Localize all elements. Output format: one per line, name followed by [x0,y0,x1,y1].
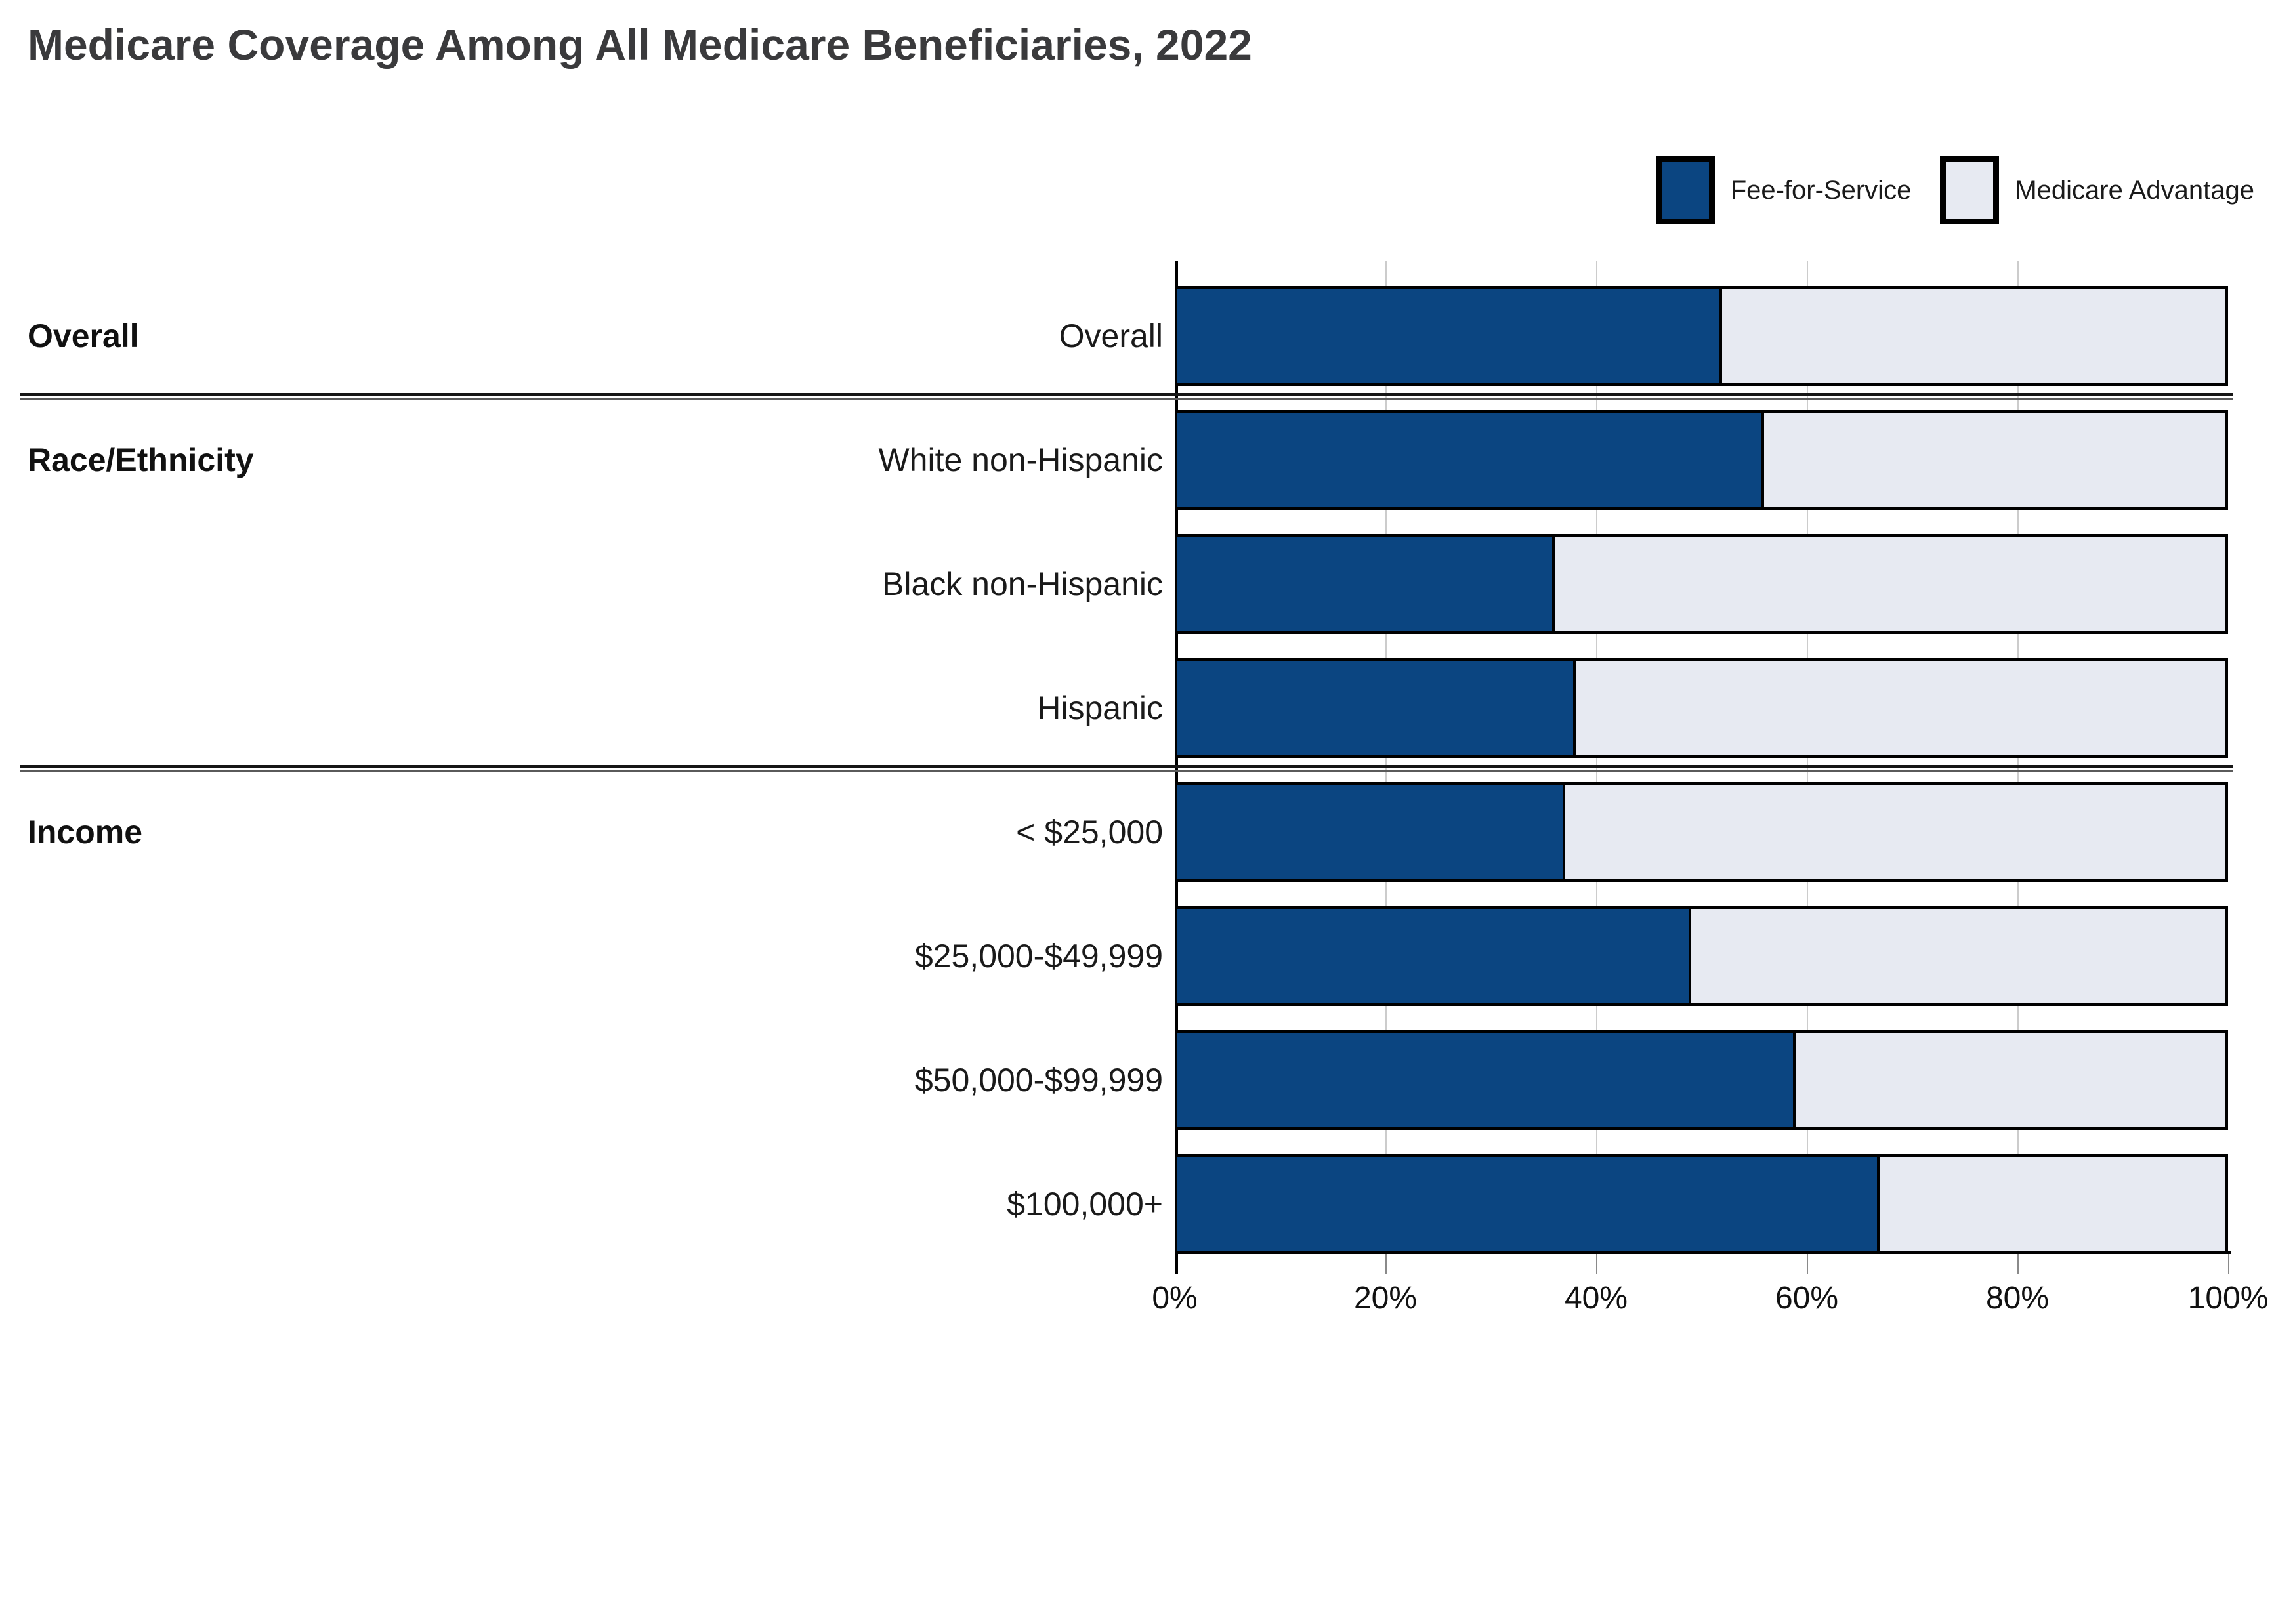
legend-item-medicare-advantage[interactable]: Medicare Advantage [1940,156,2254,224]
stacked-bar-hispanic[interactable] [1175,658,2228,758]
fee-for-service-segment[interactable] [1177,289,1723,383]
stacked-bar-25-000-49-999[interactable] [1175,906,2228,1006]
legend: Fee-for-Service Medicare Advantage [1655,156,2254,224]
y-axis-line [1175,261,1178,1257]
section-label-race-ethnicity: Race/Ethnicity [28,442,254,478]
row-label: Hispanic [1037,690,1163,726]
row-label: White non-Hispanic [878,442,1163,478]
fee-for-service-segment[interactable] [1177,661,1576,755]
row-label: Overall [1059,318,1163,354]
row-label: $50,000-$99,999 [914,1062,1163,1098]
section-label-income: Income [28,814,143,850]
x-axis-tick-label: 60% [1775,1281,1839,1316]
x-axis-tick-label: 0% [1152,1281,1198,1316]
stacked-bar-overall[interactable] [1175,286,2228,386]
stacked-bar-100-000[interactable] [1175,1154,2228,1254]
x-axis-tick-40pct [1596,1254,1597,1274]
x-axis-tick-label: 20% [1353,1281,1418,1316]
x-axis-tick-label: 80% [1985,1281,2050,1316]
legend-label: Medicare Advantage [2015,175,2254,205]
fee-for-service-segment[interactable] [1177,537,1555,631]
x-axis-tick-20pct [1385,1254,1387,1274]
legend-item-fee-for-service[interactable]: Fee-for-Service [1655,156,1912,224]
chart-title: Medicare Coverage Among All Medicare Ben… [28,20,1252,69]
legend-swatch-icon [1655,156,1715,224]
x-axis-tick-label: 100% [2187,1281,2269,1316]
x-axis-tick-100pct [2228,1254,2229,1274]
stacked-bar-50-000-99-999[interactable] [1175,1030,2228,1130]
section-divider [20,393,2233,400]
fee-for-service-segment[interactable] [1177,785,1565,879]
row-label: $100,000+ [1007,1186,1163,1222]
x-axis-tick-80pct [2017,1254,2019,1274]
fee-for-service-segment[interactable] [1177,413,1765,507]
fee-for-service-segment[interactable] [1177,909,1691,1003]
section-divider [20,765,2233,772]
row-label: Black non-Hispanic [882,566,1163,602]
x-axis-tick-0pct [1175,1254,1178,1274]
legend-swatch-icon [1940,156,2000,224]
stacked-bar-25-000[interactable] [1175,782,2228,882]
legend-label: Fee-for-Service [1730,175,1912,205]
stacked-bar-white-non-hispanic[interactable] [1175,410,2228,510]
fee-for-service-segment[interactable] [1177,1033,1796,1127]
x-axis-tick-label: 40% [1564,1281,1628,1316]
fee-for-service-segment[interactable] [1177,1157,1880,1251]
row-label: $25,000-$49,999 [914,938,1163,974]
stacked-bar-black-non-hispanic[interactable] [1175,534,2228,634]
row-label: < $25,000 [1016,814,1163,850]
x-axis-tick-60pct [1807,1254,1808,1274]
section-label-overall: Overall [28,318,139,354]
